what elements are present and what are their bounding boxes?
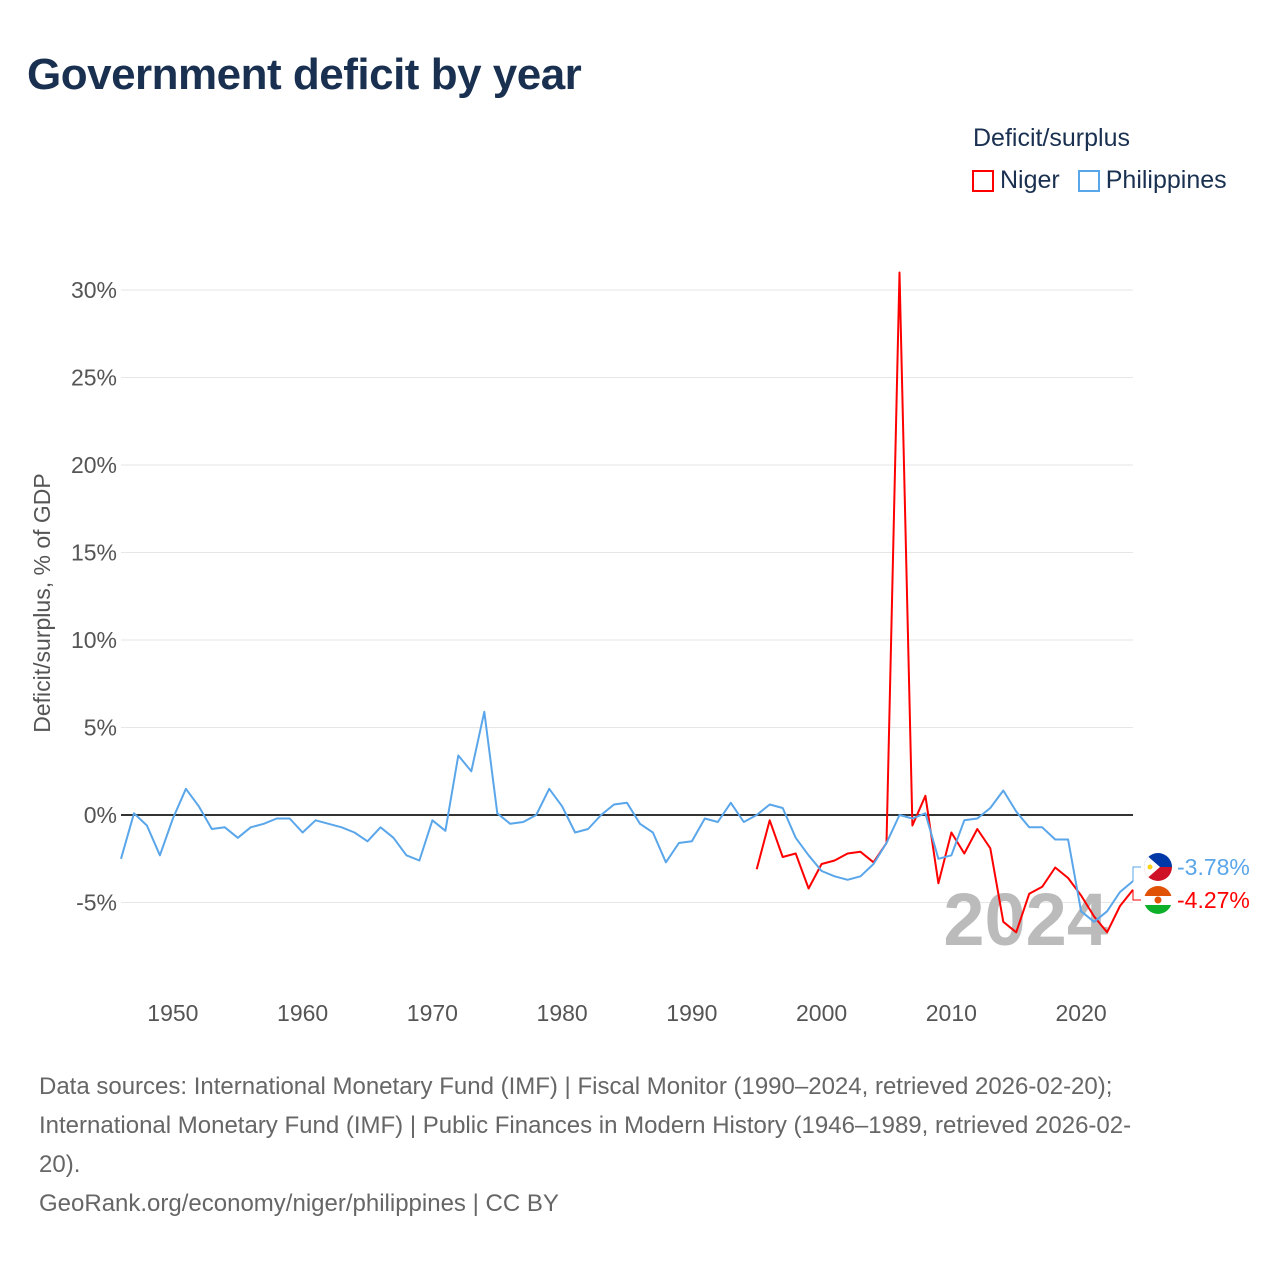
series-line-philippines [120,710,1134,923]
source-credit-link[interactable]: GeoRank.org/economy/niger/philippines | … [39,1190,559,1217]
legend-item-niger[interactable]: Niger [972,166,1060,195]
series-line-niger [755,271,1134,934]
y-tick-label: 0% [84,802,117,828]
y-tick-label: 30% [71,277,117,303]
legend-swatch-niger [972,169,994,192]
chart-title: Government deficit by year [27,50,582,99]
end-label-philippines: -3.78% [1177,854,1250,880]
y-axis-label: Deficit/surplus, % of GDP [29,473,55,732]
legend-label-philippines: Philippines [1105,166,1227,194]
legend-label-niger: Niger [1000,166,1060,194]
x-tick-label: 2020 [1056,1000,1107,1026]
y-tick-label: -5% [76,890,117,916]
end-label-connector [1132,866,1141,882]
y-tick-label: 5% [84,715,117,741]
legend-swatch-philippines [1077,169,1100,192]
x-tick-label: 1950 [147,1000,198,1026]
y-tick-label: 25% [71,365,117,391]
data-sources: Data sources: International Monetary Fun… [39,1067,1239,1223]
x-tick-label: 1990 [666,1000,717,1026]
legend-title: Deficit/surplus [973,124,1130,152]
year-watermark: 2024 [943,878,1108,961]
x-tick-label: 1960 [277,1000,328,1026]
x-tick-label: 2000 [796,1000,847,1026]
x-tick-label: 2010 [926,1000,977,1026]
niger-flag-icon [1144,886,1172,914]
source-line-2: International Monetary Fund (IMF) | Publ… [39,1112,1132,1139]
source-line-3: 20). [39,1151,81,1178]
x-tick-label: 1970 [407,1000,458,1026]
line-chart: -5% 0% 5% 10% 15% 20% 25% 30% 1950 1960 1970 1980 19… [29,271,1250,1026]
end-label-niger: -4.27% [1177,887,1250,913]
x-tick-label: 1980 [537,1000,588,1026]
y-tick-label: 15% [71,540,117,566]
philippines-flag-icon [1144,853,1172,881]
legend: Niger Philippines [972,166,1227,195]
source-line-1: Data sources: International Monetary Fun… [39,1073,1113,1100]
y-tick-label: 10% [71,627,117,653]
end-label-connector [1132,889,1141,901]
y-tick-label: 20% [71,452,117,478]
legend-item-philippines[interactable]: Philippines [1077,166,1227,195]
